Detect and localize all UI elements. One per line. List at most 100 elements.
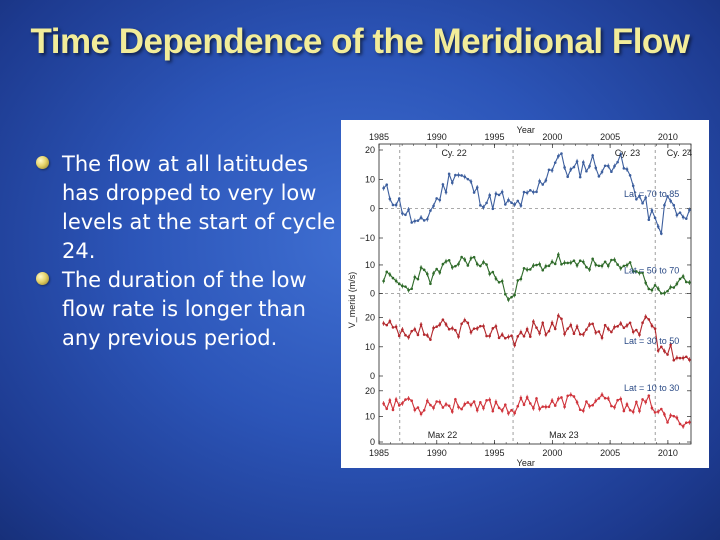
data-point — [479, 324, 482, 328]
data-point — [469, 256, 473, 260]
data-point — [475, 186, 479, 189]
data-point — [663, 203, 666, 207]
data-point — [382, 322, 385, 325]
data-point — [547, 264, 551, 268]
data-point — [419, 323, 423, 326]
data-point — [516, 404, 520, 408]
data-point — [401, 402, 404, 405]
data-point — [616, 160, 619, 164]
data-point — [619, 266, 623, 270]
data-point — [650, 406, 654, 410]
data-point — [656, 349, 660, 352]
data-point — [388, 399, 392, 402]
data-point — [600, 336, 604, 339]
data-point — [454, 328, 457, 332]
data-point — [541, 183, 545, 186]
data-point — [641, 398, 644, 401]
data-point — [382, 402, 385, 405]
data-point — [407, 288, 410, 292]
data-point — [450, 181, 454, 185]
data-point — [613, 325, 616, 329]
data-point — [619, 322, 623, 325]
data-point — [569, 393, 573, 397]
data-point — [532, 320, 535, 323]
data-point — [447, 327, 451, 331]
data-point — [641, 201, 644, 205]
data-point — [447, 172, 451, 176]
data-point — [588, 323, 591, 326]
data-point — [678, 211, 682, 214]
data-point — [578, 175, 582, 179]
data-point — [644, 196, 648, 199]
data-point — [557, 314, 560, 317]
data-point — [522, 266, 526, 270]
data-point — [516, 279, 520, 282]
data-point — [547, 168, 551, 172]
data-point — [491, 409, 495, 413]
data-point — [472, 191, 476, 194]
data-point — [507, 412, 510, 415]
data-point — [472, 255, 476, 259]
data-point — [597, 175, 601, 178]
data-point — [553, 404, 557, 407]
data-point — [647, 394, 651, 397]
data-point — [681, 275, 685, 278]
data-point — [603, 164, 607, 168]
y-tick-label: 10 — [365, 174, 375, 184]
data-point — [422, 333, 426, 336]
data-point — [469, 330, 473, 334]
data-point — [544, 179, 548, 182]
data-point — [635, 328, 638, 332]
data-point — [472, 327, 476, 330]
data-point — [507, 298, 510, 301]
data-point — [422, 268, 426, 272]
data-point — [394, 279, 398, 283]
data-point — [438, 271, 442, 274]
data-point — [606, 164, 610, 168]
data-point — [410, 399, 414, 402]
data-point — [519, 204, 523, 207]
data-point — [429, 403, 432, 407]
data-point — [416, 406, 420, 409]
data-point — [547, 405, 551, 409]
bullet-text: The duration of the low flow rate is lon… — [62, 268, 307, 350]
data-point — [560, 396, 563, 399]
data-point — [550, 399, 554, 402]
data-point — [622, 167, 626, 170]
data-point — [404, 333, 407, 337]
data-point — [447, 258, 451, 262]
y-tick-label: 10 — [365, 342, 375, 352]
data-point — [578, 332, 582, 336]
data-point — [457, 405, 460, 409]
data-point — [538, 407, 541, 411]
data-point — [482, 205, 485, 209]
y-tick-label: 0 — [370, 437, 375, 447]
data-point — [525, 268, 529, 271]
data-point — [635, 270, 638, 273]
data-point — [466, 401, 470, 404]
data-point — [560, 152, 563, 155]
data-point — [616, 398, 619, 402]
data-point — [385, 323, 389, 327]
data-point — [504, 336, 507, 340]
data-point — [688, 420, 691, 424]
data-point — [401, 328, 404, 331]
data-point — [388, 197, 392, 201]
data-point — [538, 331, 541, 335]
data-point — [575, 325, 579, 328]
data-point — [638, 194, 641, 198]
data-point — [500, 190, 504, 194]
data-point — [528, 268, 532, 271]
data-point — [672, 414, 676, 418]
data-point — [666, 289, 669, 293]
data-point — [410, 287, 414, 291]
data-point — [466, 321, 470, 325]
data-point — [450, 266, 454, 269]
data-point — [600, 393, 604, 396]
data-point — [647, 287, 651, 291]
cycle-label: Cy. 23 — [615, 148, 640, 158]
data-point — [463, 402, 467, 406]
data-point — [613, 405, 616, 409]
data-point — [688, 281, 691, 284]
data-point — [444, 260, 448, 263]
